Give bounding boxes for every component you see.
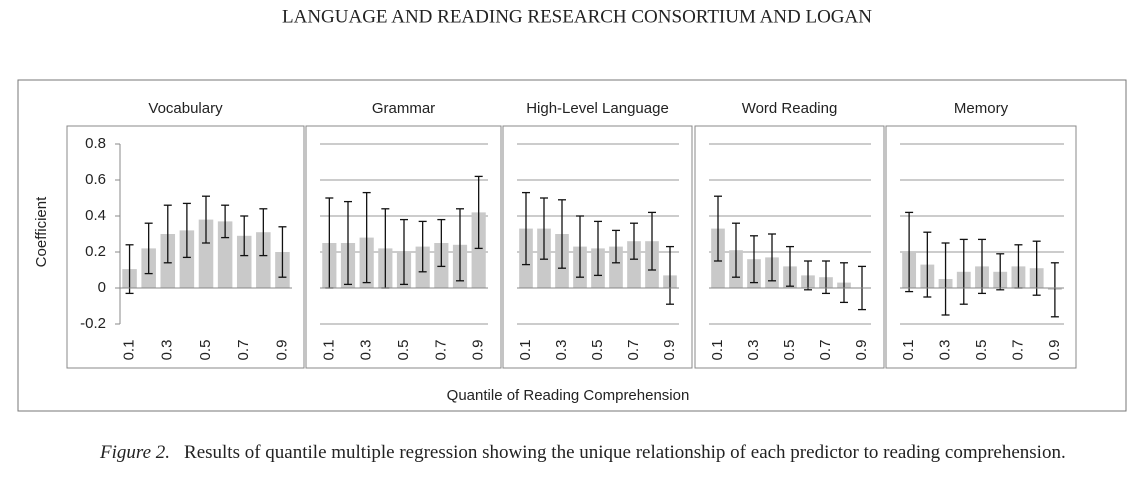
error-bar — [1032, 240, 1041, 296]
error-bar — [750, 235, 758, 284]
x-tick-label: 0.9 — [661, 340, 678, 361]
error-bar — [240, 215, 249, 257]
panel-title: Memory — [954, 100, 1009, 117]
panel-title: Word Reading — [742, 100, 838, 117]
x-tick-label: 0.7 — [235, 340, 252, 361]
error-bar — [558, 199, 566, 269]
error-bar — [182, 202, 191, 259]
error-bar — [630, 222, 638, 260]
error-bar — [666, 245, 674, 305]
error-bar — [437, 218, 446, 268]
x-tick-label: 0.7 — [432, 340, 449, 361]
caption-text: Results of quantile multiple regression … — [184, 442, 1066, 463]
x-tick-label: 0.3 — [745, 340, 762, 361]
x-tick-label: 0.3 — [553, 340, 570, 361]
x-tick-label: 0.7 — [1009, 340, 1026, 361]
bar — [471, 212, 486, 288]
error-bar — [278, 226, 287, 278]
panel-title: Grammar — [372, 100, 435, 117]
error-bar — [418, 220, 427, 273]
y-tick-label: 0.6 — [85, 171, 106, 188]
error-bar — [923, 231, 932, 298]
error-bar — [978, 238, 986, 295]
figure-frame — [17, 79, 1127, 412]
x-tick-label: 0.1 — [709, 340, 726, 361]
error-bar — [522, 191, 530, 266]
bar — [198, 219, 214, 288]
panel-frame — [885, 125, 1077, 369]
y-tick-label: 0.2 — [85, 243, 106, 260]
x-tick-label: 0.1 — [900, 340, 917, 361]
y-tick-label: 0.4 — [85, 207, 106, 224]
error-bar — [996, 253, 1005, 291]
error-bar — [840, 262, 848, 304]
error-bar — [786, 245, 794, 287]
running-header: LANGUAGE AND READING RESEARCH CONSORTIUM… — [282, 6, 872, 27]
error-bar — [400, 218, 408, 286]
error-bar — [714, 195, 722, 262]
error-bar — [362, 191, 371, 284]
y-tick-label: -0.2 — [80, 315, 106, 332]
x-tick-label: 0.9 — [470, 340, 487, 361]
x-axis-title: Quantile of Reading Comprehension — [447, 387, 690, 404]
error-bar — [732, 222, 740, 278]
x-tick-label: 0.5 — [395, 340, 412, 361]
caption-label: Figure 2. — [100, 442, 171, 463]
error-bar — [576, 215, 584, 278]
x-tick-label: 0.1 — [517, 340, 534, 361]
error-bar — [125, 244, 134, 295]
error-bar — [941, 242, 950, 316]
x-tick-label: 0.3 — [358, 340, 375, 361]
bar — [256, 232, 271, 288]
x-tick-label: 0.5 — [973, 340, 990, 361]
x-tick-label: 0.1 — [121, 340, 138, 361]
error-bar — [202, 195, 210, 244]
bar — [236, 235, 252, 288]
bar — [627, 241, 641, 288]
caption: Figure 2. Results of quantile multiple re… — [100, 440, 1070, 466]
error-bar — [221, 204, 230, 239]
error-bar — [540, 197, 548, 260]
error-bar — [768, 233, 776, 282]
x-tick-label: 0.9 — [853, 340, 870, 361]
x-tick-label: 0.1 — [320, 340, 337, 361]
panel-title: High-Level Language — [526, 100, 669, 117]
x-tick-label: 0.7 — [817, 340, 834, 361]
bar — [609, 246, 623, 288]
error-bar — [959, 238, 968, 305]
x-tick-label: 0.3 — [937, 340, 954, 361]
error-bar — [612, 229, 620, 264]
x-tick-label: 0.9 — [273, 340, 290, 361]
error-bar — [648, 211, 656, 271]
error-bar — [163, 204, 172, 264]
error-bar — [594, 220, 602, 277]
error-bar — [804, 260, 812, 291]
error-bar — [1050, 262, 1059, 318]
panel-title: Vocabulary — [148, 100, 223, 117]
error-bar — [905, 211, 914, 293]
x-tick-label: 0.3 — [159, 340, 176, 361]
error-bar — [259, 208, 268, 257]
bar — [179, 230, 195, 288]
y-axis-title: Coefficient — [33, 196, 50, 267]
figure: LANGUAGE AND READING RESEARCH CONSORTIUM… — [17, 6, 1127, 412]
x-tick-label: 0.5 — [781, 340, 798, 361]
x-tick-label: 0.5 — [589, 340, 606, 361]
x-tick-label: 0.9 — [1046, 340, 1063, 361]
y-tick-label: 0.8 — [85, 135, 106, 152]
error-bar — [456, 208, 464, 282]
panel-frame — [502, 125, 693, 369]
panel-frame — [694, 125, 885, 369]
x-tick-label: 0.5 — [197, 340, 214, 361]
panel-frame — [305, 125, 502, 369]
error-bar — [474, 175, 483, 250]
error-bar — [144, 222, 153, 275]
x-tick-label: 0.7 — [625, 340, 642, 361]
panel-frame — [66, 125, 305, 369]
error-bar — [344, 200, 352, 286]
y-tick-label: 0 — [98, 279, 106, 296]
